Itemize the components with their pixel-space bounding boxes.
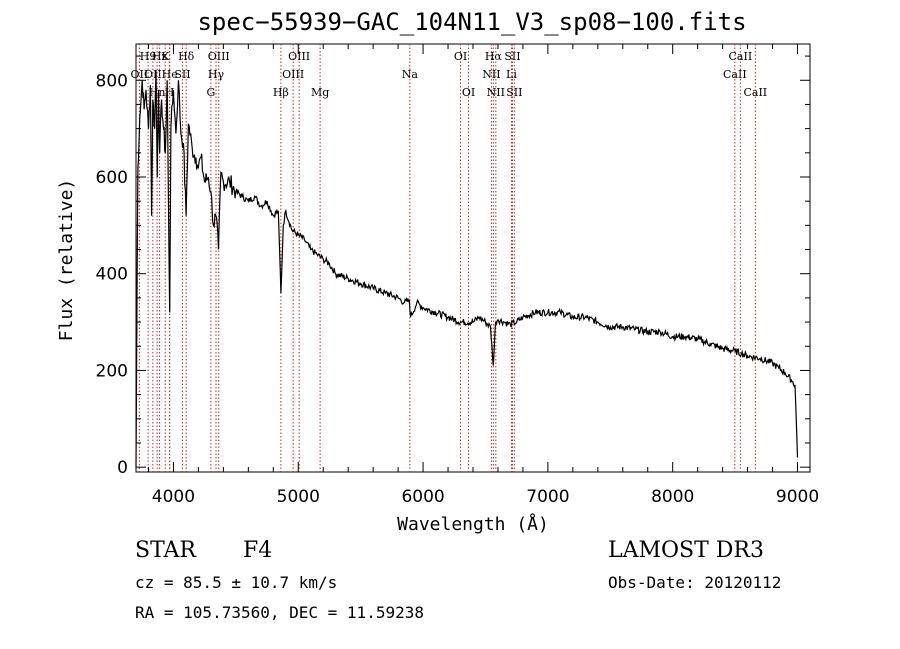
line-label: Hγ	[208, 68, 225, 81]
line-label: H9	[140, 50, 157, 63]
line-label: CaII	[743, 86, 767, 99]
line-label: Hz	[152, 50, 168, 63]
line-label: SII	[504, 50, 520, 63]
y-axis-label: Flux (relative)	[56, 179, 77, 342]
line-label: Hn	[149, 86, 166, 99]
survey-name: LAMOST DR3	[608, 538, 764, 563]
ra-dec-coordinates: RA = 105.73560, DEC = 11.59238	[135, 603, 424, 622]
line-label: OIII	[208, 50, 230, 63]
object-class: STAR	[135, 538, 196, 563]
x-tick-label: 9000	[776, 487, 819, 507]
y-tick-label: 800	[96, 71, 128, 91]
line-label: H	[165, 86, 175, 99]
x-tick-label: 8000	[651, 487, 694, 507]
y-tick-label: 600	[96, 168, 128, 188]
observation-date: Obs-Date: 20120112	[608, 573, 782, 592]
line-label: SII	[506, 86, 522, 99]
line-label: OII	[131, 68, 149, 81]
spectrum-series-line	[135, 70, 799, 468]
object-subclass: F4	[243, 538, 273, 563]
line-label: Mg	[311, 86, 329, 99]
line-label: CaII	[723, 68, 747, 81]
line-label: Hβ	[273, 86, 289, 99]
x-axis-label: Wavelength (Å)	[397, 513, 549, 535]
x-tick-label: 7000	[526, 487, 569, 507]
line-label: OI	[454, 50, 467, 63]
line-label: CaII	[729, 50, 753, 63]
line-label: OIII	[288, 50, 310, 63]
x-tick-label: 5000	[277, 487, 320, 507]
line-label: Hα	[485, 50, 503, 63]
line-label: SII	[174, 68, 190, 81]
redshift-velocity: cz = 85.5 ± 10.7 km/s	[135, 573, 338, 592]
y-tick-label: 0	[117, 458, 128, 478]
y-axis-ticks: 0 200 400 600 800	[96, 55, 810, 478]
line-label: K	[161, 50, 170, 63]
chart-title: spec−55939−GAC_104N11_V3_sp08−100.fits	[197, 8, 747, 36]
line-label: NII	[487, 86, 505, 99]
x-tick-label: 4000	[152, 487, 195, 507]
plot-frame	[135, 43, 811, 473]
line-label: OIII	[282, 68, 304, 81]
y-tick-label: 200	[96, 361, 128, 381]
line-label: G	[206, 86, 215, 99]
line-label: Li	[506, 68, 517, 81]
spectral-line-markers: OIIH9OIIHnHzKHHeSIIHδGHγOIIIHβOIIIOIIIMg…	[131, 44, 767, 472]
line-label: Hδ	[178, 50, 195, 63]
line-label: He	[162, 68, 178, 81]
line-label: Na	[402, 68, 419, 81]
line-label: NII	[482, 68, 500, 81]
line-label: OII	[144, 68, 162, 81]
x-axis-ticks: 4000 5000 6000 7000 8000 9000	[147, 44, 819, 507]
x-tick-label: 6000	[401, 487, 444, 507]
line-label: OI	[462, 86, 475, 99]
y-tick-label: 400	[96, 265, 128, 285]
